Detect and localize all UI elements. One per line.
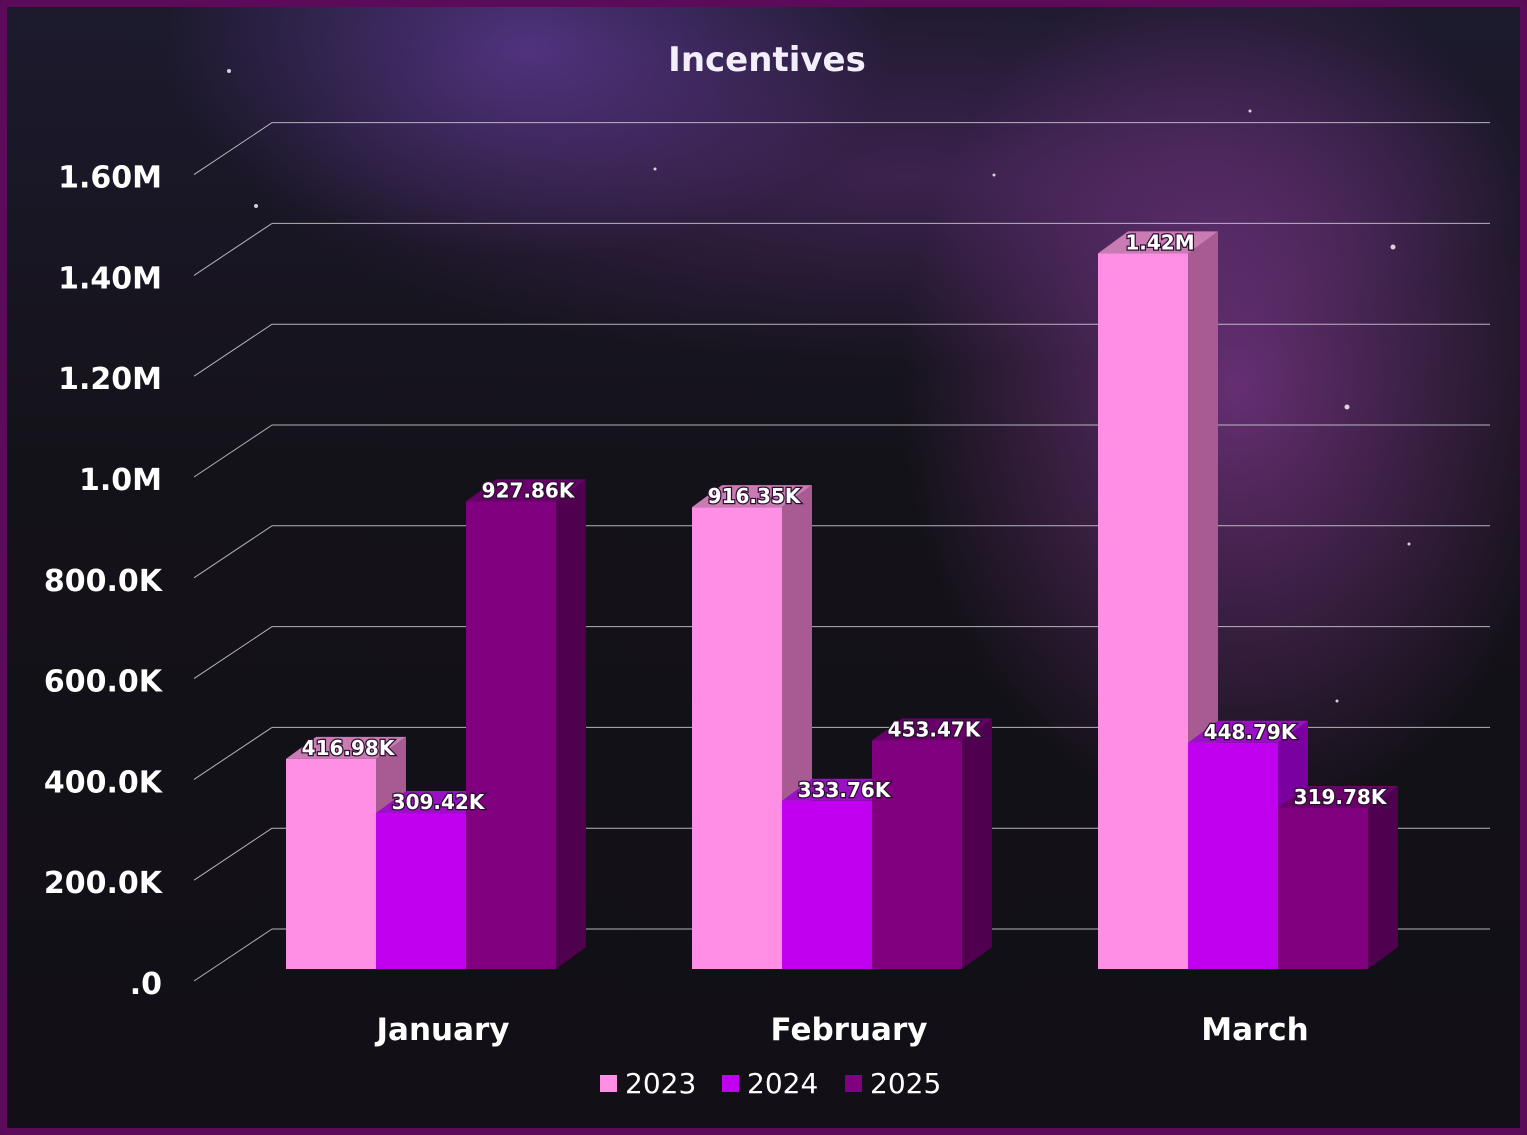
legend-swatch (845, 1075, 862, 1092)
bar-front (1098, 253, 1188, 969)
legend-label: 2025 (870, 1067, 941, 1100)
bar-front (1188, 742, 1278, 969)
x-axis: January February March (374, 1012, 1308, 1048)
chart-title: Incentives (668, 40, 866, 80)
y-tick-label: 1.20M (58, 362, 162, 397)
data-label: 416.98K (302, 736, 396, 760)
gridline-diagonal (193, 726, 273, 780)
y-tick-label: 800.0K (44, 564, 164, 599)
star (1390, 244, 1396, 250)
bar-front (286, 758, 376, 969)
y-tick-label: 1.0M (79, 463, 162, 498)
bar-front (872, 740, 962, 969)
bar-front (466, 501, 556, 969)
star (227, 69, 231, 73)
bar-top (872, 718, 992, 741)
legend-swatch (600, 1075, 617, 1092)
x-category-label: January (374, 1012, 509, 1048)
legend-label: 2024 (747, 1067, 818, 1100)
bar (872, 718, 992, 969)
bar-side (962, 718, 992, 969)
y-tick-label: 200.0K (44, 866, 164, 901)
data-label: 916.35K (708, 484, 802, 508)
bar-top (286, 736, 406, 759)
y-axis: .0 200.0K 400.0K 600.0K 800.0K 1.0M 1.20M 1.40M… (44, 161, 164, 1002)
bar-top (1098, 231, 1218, 254)
bar-side (1368, 785, 1398, 969)
star (254, 204, 258, 208)
bar-front (692, 507, 782, 969)
background-decoration (227, 69, 1411, 703)
bar (466, 479, 586, 969)
y-tick-label: 1.60M (58, 161, 162, 196)
legend-label: 2023 (625, 1067, 696, 1100)
star (653, 167, 657, 171)
data-labels: 416.98K 309.42K 927.86K 916.35K 333.76K 453.4… (300, 229, 1389, 815)
gridline-diagonal (193, 525, 273, 579)
gridline-diagonal (193, 222, 273, 276)
y-tick-label: 400.0K (44, 765, 164, 800)
data-label: 319.78K (1294, 785, 1388, 809)
star (1407, 542, 1411, 546)
legend-item: 2025 (845, 1067, 941, 1100)
y-tick-label: 600.0K (44, 665, 164, 700)
bars (286, 231, 1398, 969)
bar-top (1188, 720, 1308, 743)
data-label: 309.42K (392, 790, 486, 814)
legend: 2023 2024 2025 (600, 1067, 941, 1100)
bar-side (556, 479, 586, 969)
gridline-diagonal (193, 323, 273, 377)
bar-top (466, 479, 586, 502)
data-label: 448.79K (1204, 720, 1298, 744)
bar-top (1278, 785, 1398, 808)
bar-front (1278, 807, 1368, 969)
legend-swatch (722, 1075, 739, 1092)
bar (1278, 785, 1398, 969)
star (992, 173, 996, 177)
y-tick-label: .0 (130, 967, 162, 1002)
bar (1188, 720, 1308, 969)
data-label: 453.47K (888, 717, 982, 741)
bar-top (692, 485, 812, 508)
gridline-diagonal (193, 424, 273, 478)
star (1335, 699, 1339, 703)
x-category-label: March (1201, 1012, 1309, 1048)
gridline-diagonal (193, 122, 273, 176)
x-category-label: February (771, 1012, 928, 1048)
data-label: 927.86K (482, 478, 576, 502)
gridline-diagonal (193, 827, 273, 881)
data-label: 333.76K (798, 778, 892, 802)
legend-item: 2024 (722, 1067, 818, 1100)
bar-front (782, 800, 872, 969)
y-tick-label: 1.40M (58, 261, 162, 296)
legend-item: 2023 (600, 1067, 696, 1100)
data-label: 1.42M (1125, 230, 1194, 254)
star (1344, 404, 1350, 410)
bar-chart: Incentives .0 200.0K 400.0K 600.0K 800.0K 1.0… (44, 40, 1490, 1100)
gridline-diagonal (193, 626, 273, 680)
gridline-diagonal (193, 928, 273, 982)
star (1248, 109, 1252, 113)
bar-front (376, 813, 466, 969)
